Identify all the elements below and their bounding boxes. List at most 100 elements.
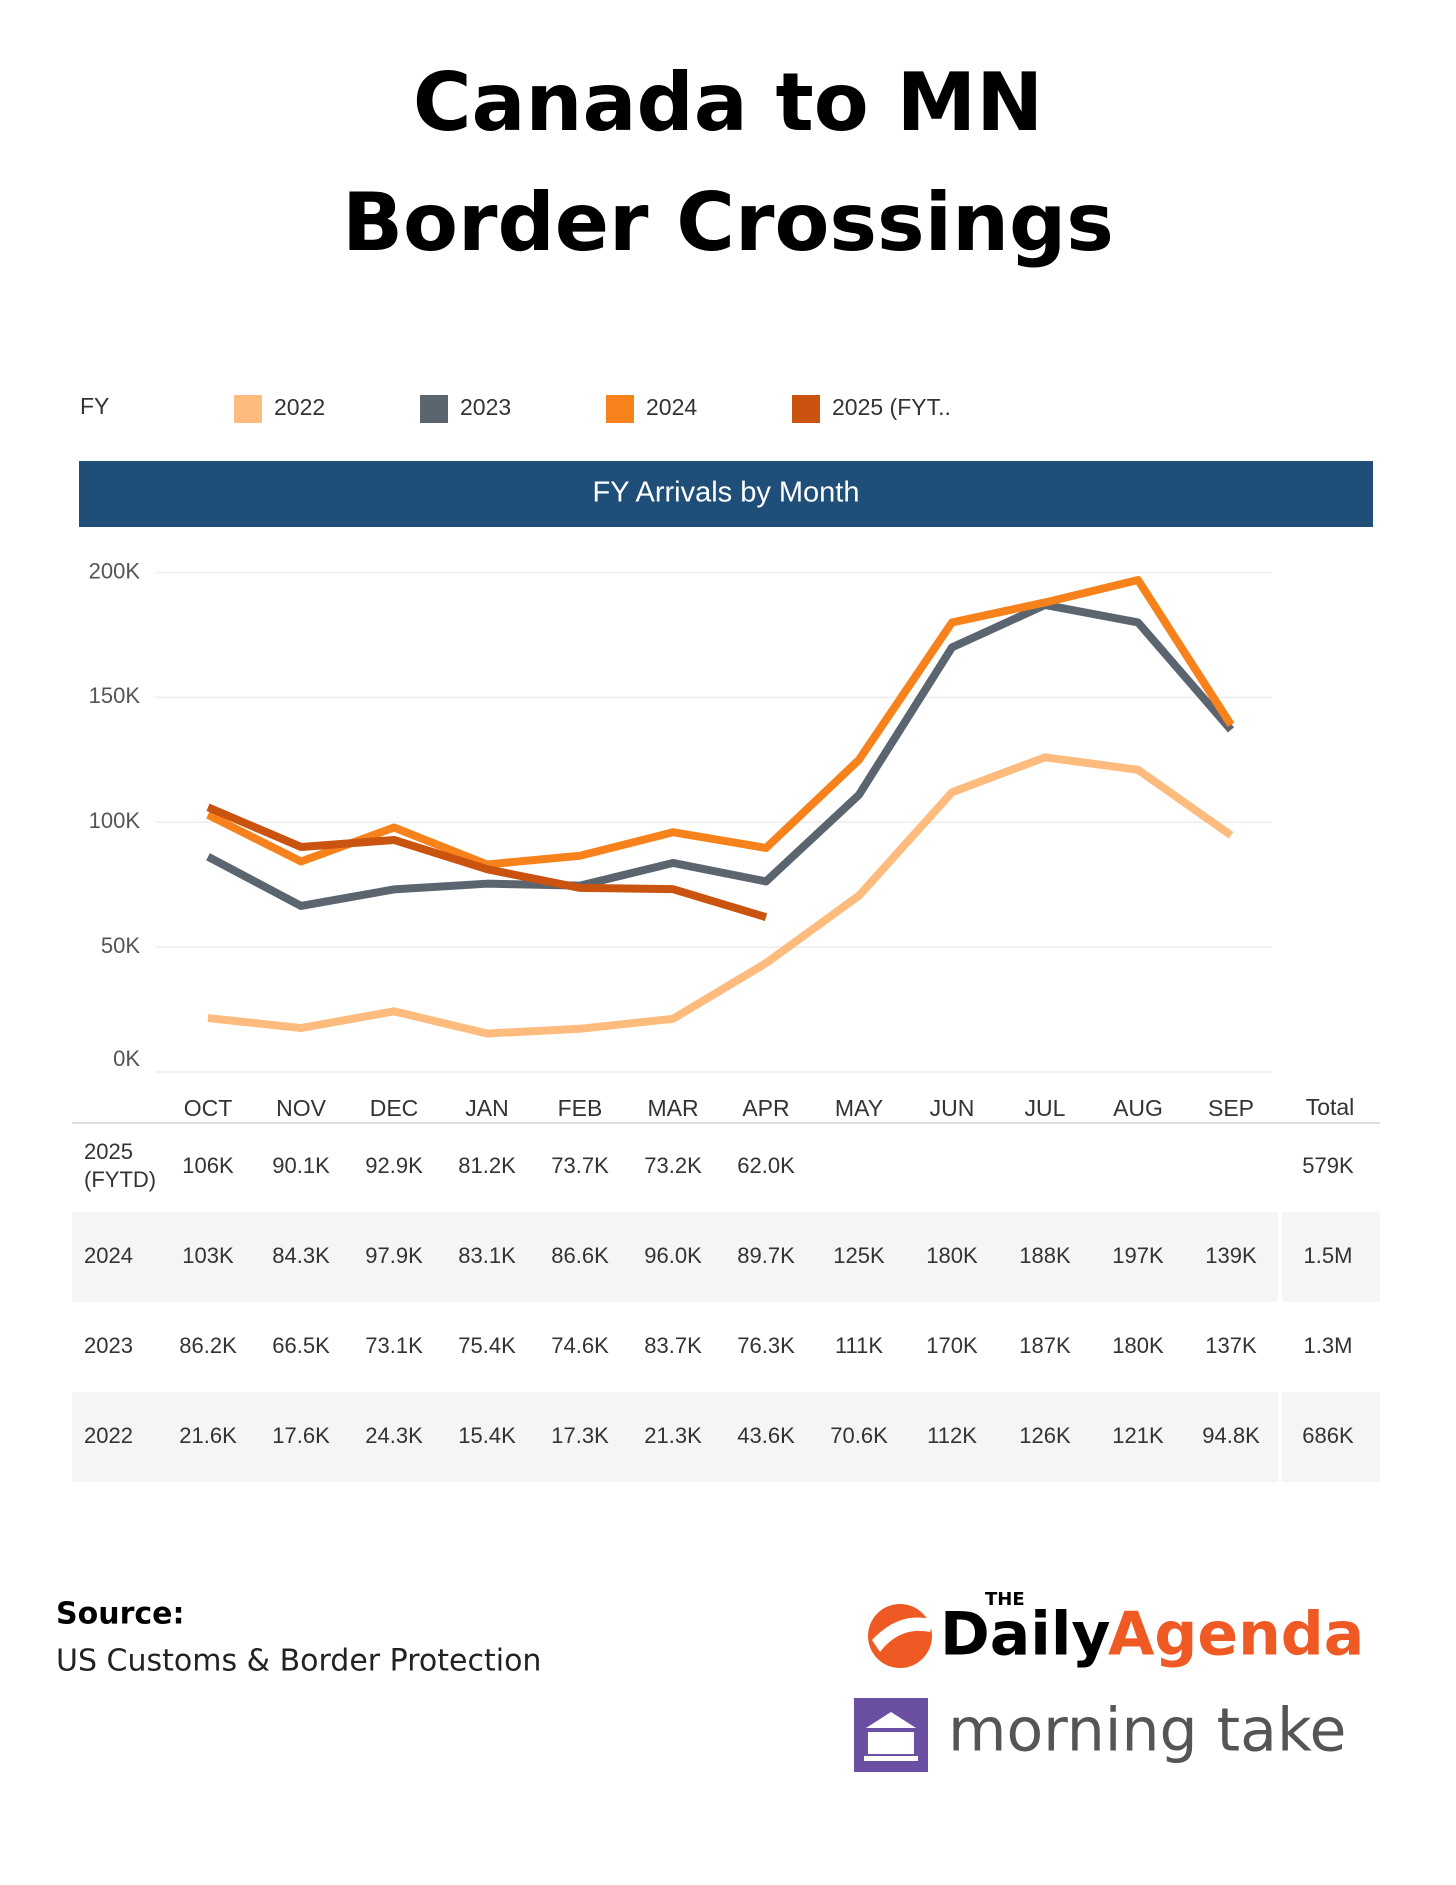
value-cell: 73.7K: [551, 1153, 609, 1178]
value-cell: 15.4K: [458, 1423, 516, 1448]
value-cell: 137K: [1205, 1333, 1257, 1358]
value-cell: 43.6K: [737, 1423, 795, 1448]
x-tick-label: MAY: [835, 1095, 883, 1121]
x-tick-label: DEC: [370, 1095, 419, 1121]
total-header: Total: [1306, 1094, 1355, 1120]
value-cell: 17.3K: [551, 1423, 609, 1448]
value-cell: 66.5K: [272, 1333, 330, 1358]
total-cell: 1.3M: [1304, 1333, 1353, 1358]
logo-agenda: Agenda: [1108, 1600, 1364, 1670]
value-cell: 76.3K: [737, 1333, 795, 1358]
y-tick-label: 100K: [89, 808, 141, 833]
value-cell: 70.6K: [830, 1423, 888, 1448]
series-line: [206, 803, 768, 921]
value-cell: 121K: [1112, 1423, 1164, 1448]
value-cell: 17.6K: [272, 1423, 330, 1448]
x-tick-label: MAR: [647, 1095, 698, 1121]
value-cell: 126K: [1019, 1423, 1071, 1448]
x-tick-label: OCT: [184, 1095, 233, 1121]
x-tick-label: NOV: [276, 1095, 327, 1121]
daily-agenda-logo: THE Daily Agenda: [868, 1589, 1364, 1670]
value-cell: 180K: [926, 1243, 978, 1268]
y-tick-label: 200K: [89, 558, 141, 583]
value-cell: 73.2K: [644, 1153, 702, 1178]
total-cell: 686K: [1302, 1423, 1354, 1448]
value-cell: 84.3K: [272, 1243, 330, 1268]
logo-building: [864, 1712, 918, 1761]
value-cell: 83.1K: [458, 1243, 516, 1268]
banner: [79, 461, 1373, 527]
legend-label: 2023: [460, 394, 511, 420]
value-cell: 187K: [1019, 1333, 1071, 1358]
value-cell: 96.0K: [644, 1243, 702, 1268]
value-cell: 139K: [1205, 1243, 1257, 1268]
x-tick-label: APR: [742, 1095, 789, 1121]
value-cell: 24.3K: [365, 1423, 423, 1448]
table: 2025 (FYTD) 106K 90.1K 92.9K 81.2K 73.7K 73.2K 6…: [72, 1122, 1380, 1482]
y-tick-label: 0K: [113, 1046, 140, 1071]
x-tick-label: JUN: [930, 1095, 975, 1121]
legend-swatch: [234, 395, 262, 423]
source-label: Source:: [56, 1597, 185, 1632]
series-line: [207, 753, 1234, 1038]
x-tick-label: JAN: [465, 1095, 508, 1121]
value-cell: 89.7K: [737, 1243, 795, 1268]
value-cell: 73.1K: [365, 1333, 423, 1358]
value-cell: 62.0K: [737, 1153, 795, 1178]
value-cell: 103K: [182, 1243, 234, 1268]
value-cell: 106K: [182, 1153, 234, 1178]
title-line: Border Crossings: [342, 176, 1114, 269]
value-cell: 21.6K: [179, 1423, 237, 1448]
logo-morning: morning take: [948, 1696, 1346, 1766]
x-tick-label: JUL: [1025, 1095, 1066, 1121]
row-label: 2022: [84, 1423, 133, 1448]
value-cell: 81.2K: [458, 1153, 516, 1178]
total-cell: 579K: [1302, 1153, 1354, 1178]
x-tick-label: FEB: [558, 1095, 603, 1121]
x-tick-label: AUG: [1113, 1095, 1163, 1121]
value-cell: 90.1K: [272, 1153, 330, 1178]
legend-swatch: [420, 395, 448, 423]
value-cell: 112K: [927, 1423, 977, 1448]
legend-title: FY: [80, 393, 109, 419]
y-tick-label: 50K: [101, 933, 140, 958]
value-cell: 170K: [926, 1333, 978, 1358]
value-cell: 74.6K: [551, 1333, 609, 1358]
series-line: [206, 600, 1235, 910]
row-band: [1282, 1212, 1380, 1302]
value-cell: 21.3K: [644, 1423, 702, 1448]
title-line: Canada to MN: [413, 56, 1043, 149]
x-tick-label: SEP: [1208, 1095, 1254, 1121]
value-cell: 94.8K: [1202, 1423, 1260, 1448]
value-cell: 188K: [1019, 1243, 1071, 1268]
plot: 0K 50K 100K 150K 200K OCT NOV DEC JAN FEB MAR APR MA…: [89, 558, 1355, 1121]
total-cell: 1.5M: [1304, 1243, 1353, 1268]
logo-daily: Daily: [940, 1600, 1111, 1670]
value-cell: 86.2K: [179, 1333, 237, 1358]
row-label: 2025 (FYTD): [84, 1139, 156, 1192]
series-line: [206, 575, 1235, 869]
morning-take-logo: morning take: [854, 1696, 1346, 1772]
value-cell: 86.6K: [551, 1243, 609, 1268]
row-band: [72, 1392, 1278, 1482]
chart-title: FY Arrivals by Month: [592, 477, 859, 509]
row-band: [72, 1212, 1278, 1302]
y-tick-label: 150K: [89, 683, 141, 708]
legend-label: 2022: [274, 394, 325, 420]
legend-label: 2024: [646, 394, 697, 420]
legend-swatch: [792, 395, 820, 423]
row-band: [1282, 1392, 1380, 1482]
value-cell: 180K: [1112, 1333, 1164, 1358]
value-cell: 92.9K: [365, 1153, 423, 1178]
row-label: 2023: [84, 1333, 133, 1358]
logo-the: THE: [985, 1589, 1025, 1610]
value-cell: 75.4K: [458, 1333, 516, 1358]
value-cell: 125K: [833, 1243, 885, 1268]
legend-label: 2025 (FYT..: [832, 394, 951, 420]
legend-swatch: [606, 395, 634, 423]
row-label: 2024: [84, 1243, 133, 1268]
value-cell: 97.9K: [365, 1243, 423, 1268]
value-cell: 197K: [1112, 1243, 1164, 1268]
value-cell: 111K: [835, 1333, 883, 1358]
